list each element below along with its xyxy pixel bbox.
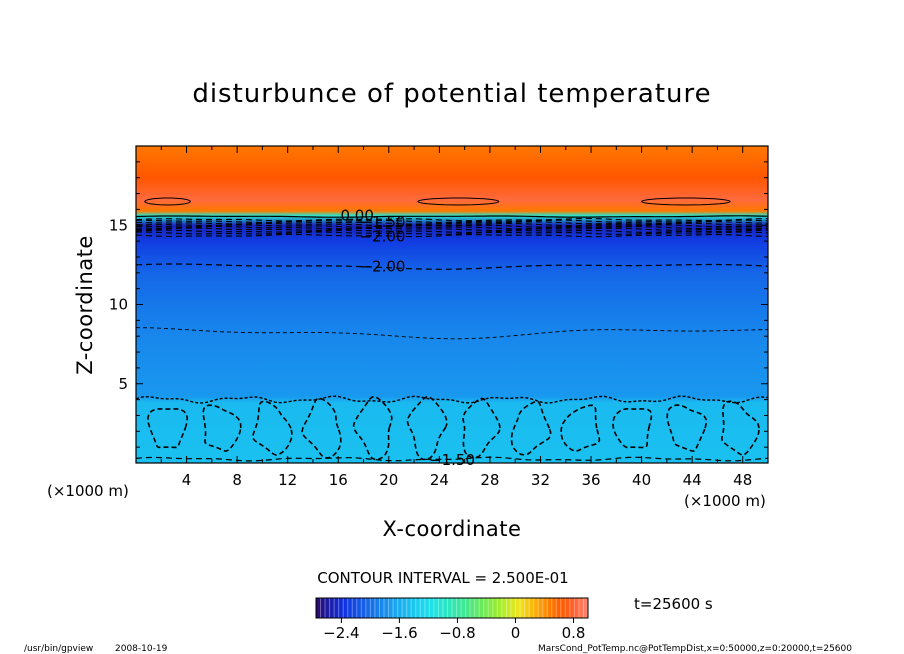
y-tick-label: 5 (118, 375, 128, 393)
contour-lines (136, 197, 768, 462)
convective-cell-contour (612, 408, 653, 449)
contour-line (136, 217, 768, 222)
contour-line (136, 215, 768, 218)
y-tick-label: 15 (109, 216, 128, 234)
warm-cell-contour (640, 197, 731, 206)
warm-cell-contour (417, 197, 500, 206)
footer-source: MarsCond_PotTemp.nc@PotTempDist,x=0:5000… (538, 644, 852, 654)
x-tick-label: 48 (733, 471, 752, 489)
footer-program: /usr/bin/gpview (24, 644, 93, 654)
warm-cell-contour (144, 197, 192, 206)
x-tick-label: 8 (232, 471, 242, 489)
colorbar-tick-label: −0.8 (439, 624, 475, 642)
x-tick-label: 16 (329, 471, 348, 489)
contour-line (136, 227, 768, 231)
convective-cell-contour (406, 395, 448, 461)
contour-line (136, 224, 768, 228)
contour-interval: CONTOUR INTERVAL = 2.500E-01 (317, 569, 568, 587)
x-ticks: 4 8 12 16 20 24 28 32 36 40 44 48 (160, 146, 752, 489)
field-fill (136, 146, 768, 463)
x-tick-label: 40 (632, 471, 651, 489)
x-tick-label: 36 (581, 471, 600, 489)
x-tick-label: 44 (683, 471, 702, 489)
x-tick-label: 12 (278, 471, 297, 489)
contour-line (136, 263, 768, 270)
x-unit-right: (×1000 m) (684, 492, 766, 510)
convective-cell-contour (720, 400, 760, 456)
contour-line (136, 222, 768, 227)
convective-cell-contour (252, 400, 293, 456)
contour-line (136, 229, 768, 233)
colorbar-stripes (320, 598, 584, 618)
colorbar-frame (315, 597, 589, 619)
contour-label: −1.50 (429, 451, 475, 469)
convective-cell-contour (301, 397, 342, 459)
contour-line (136, 219, 768, 223)
contour-label: −2.00 (359, 257, 405, 275)
colorbar-tick-label: 0 (511, 624, 521, 642)
time-label: t=25600 s (634, 595, 713, 613)
footer-date: 2008-10-19 (115, 644, 168, 654)
contour-line (136, 395, 768, 404)
contour-label: 0.00 (340, 207, 373, 225)
x-tick-label: 24 (430, 471, 449, 489)
convective-cell-contour (147, 408, 189, 449)
convective-cell-contour (202, 404, 242, 452)
colorbar: −2.4 −1.6 −0.8 0 0.8 (315, 597, 589, 642)
contour-label: −2.00 (359, 227, 405, 245)
colorbar-ticks: −2.4 −1.6 −0.8 0 0.8 (323, 618, 585, 642)
convective-cell-contour (666, 404, 708, 452)
x-tick-label: 28 (480, 471, 499, 489)
convective-cell-contour (352, 395, 393, 461)
x-tick-label: 4 (182, 471, 192, 489)
contour-labels: 0.00−1.50−2.00−2.00−1.50 (340, 207, 474, 469)
colorbar-tick-label: −2.4 (323, 624, 359, 642)
contour-line (136, 233, 768, 238)
colorbar-tick-label: 0.8 (562, 624, 586, 642)
y-ticks: 5 10 15 (109, 161, 768, 448)
colorbar-fill (316, 598, 588, 618)
convective-cell-contour (510, 400, 552, 456)
contour-line (136, 456, 768, 462)
chart-title: disturbunce of potential temperature (192, 79, 711, 109)
colorbar-tick-label: −1.6 (381, 624, 417, 642)
contour-line (136, 225, 768, 230)
x-tick-label: 20 (379, 471, 398, 489)
convective-cell-contour (462, 397, 501, 459)
convective-cell-contour (560, 404, 601, 452)
x-unit-left: (×1000 m) (47, 482, 129, 500)
x-axis-label: X-coordinate (383, 517, 522, 541)
contour-label: −1.50 (359, 213, 405, 231)
contour-line (136, 327, 768, 340)
y-axis-label: Z-coordinate (73, 235, 97, 375)
x-tick-label: 32 (531, 471, 550, 489)
y-tick-label: 10 (109, 296, 128, 314)
contour-line (136, 231, 768, 235)
